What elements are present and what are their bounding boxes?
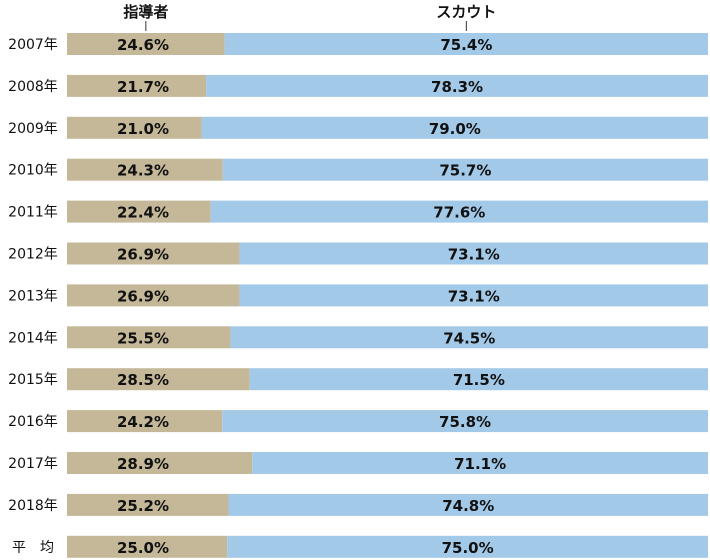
data-label-series-0: 25.2% bbox=[117, 497, 169, 515]
data-label-series-1: 74.8% bbox=[442, 497, 494, 515]
data-label-series-0: 25.5% bbox=[117, 329, 169, 347]
bar-segment-series-0 bbox=[67, 284, 240, 307]
legend-label-series-0: 指導者 bbox=[123, 3, 168, 21]
bar-segment-series-0 bbox=[67, 200, 211, 223]
data-label-series-1: 71.5% bbox=[453, 371, 505, 389]
data-label-series-1: 73.1% bbox=[448, 287, 500, 305]
category-label: 2015年 bbox=[8, 372, 58, 388]
category-label: 2008年 bbox=[8, 79, 58, 95]
data-label-series-0: 24.6% bbox=[117, 36, 169, 54]
category-label: 平 均 bbox=[12, 540, 54, 556]
bar-segment-series-0 bbox=[67, 326, 231, 349]
data-label-series-0: 24.3% bbox=[117, 162, 169, 180]
category-label: 2007年 bbox=[8, 37, 58, 53]
category-label: 2012年 bbox=[8, 247, 58, 263]
bar-segment-series-1 bbox=[206, 74, 709, 97]
data-label-series-1: 75.4% bbox=[440, 36, 492, 54]
category-label: 2017年 bbox=[8, 456, 58, 472]
bar-segment-series-0 bbox=[67, 368, 250, 391]
bar-segment-series-1 bbox=[210, 200, 709, 223]
bar-segment-series-1 bbox=[230, 326, 708, 349]
bar-segment-series-0 bbox=[67, 74, 207, 97]
legend-label-series-1: スカウト bbox=[436, 3, 496, 21]
data-label-series-0: 26.9% bbox=[117, 246, 169, 264]
data-label-series-1: 77.6% bbox=[433, 204, 485, 222]
bar-segment-series-1 bbox=[227, 535, 708, 558]
bar-segment-series-0 bbox=[67, 452, 253, 474]
data-label-series-1: 79.0% bbox=[429, 120, 481, 138]
data-label-series-0: 21.7% bbox=[117, 78, 169, 96]
bar-segment-series-1 bbox=[239, 284, 708, 307]
data-label-series-1: 73.1% bbox=[448, 246, 500, 264]
data-label-series-0: 21.0% bbox=[117, 120, 169, 138]
bar-segment-series-1 bbox=[228, 493, 709, 516]
category-label: 2009年 bbox=[8, 121, 58, 137]
bar-segment-series-0 bbox=[67, 493, 229, 516]
data-label-series-1: 74.5% bbox=[443, 329, 495, 347]
data-label-series-0: 26.9% bbox=[117, 287, 169, 305]
bar-segment-series-1 bbox=[239, 242, 708, 265]
bar-segment-series-1 bbox=[224, 33, 708, 55]
bar-segment-series-0 bbox=[67, 116, 202, 139]
bar-segment-series-1 bbox=[201, 116, 709, 139]
data-label-series-0: 28.5% bbox=[117, 371, 169, 389]
category-label: 2018年 bbox=[8, 498, 58, 514]
category-label: 2011年 bbox=[8, 205, 58, 221]
data-label-series-1: 75.8% bbox=[439, 413, 491, 431]
data-label-series-1: 78.3% bbox=[431, 78, 483, 96]
bar-segment-series-0 bbox=[67, 535, 228, 558]
bar-segment-series-1 bbox=[249, 368, 708, 391]
bar-segment-series-0 bbox=[67, 158, 223, 181]
data-label-series-0: 22.4% bbox=[117, 204, 169, 222]
category-label: 2013年 bbox=[8, 288, 58, 304]
data-label-series-1: 71.1% bbox=[454, 455, 506, 473]
data-label-series-1: 75.0% bbox=[442, 539, 494, 557]
bar-segment-series-0 bbox=[67, 33, 225, 55]
data-label-series-1: 75.7% bbox=[439, 162, 491, 180]
data-label-series-0: 28.9% bbox=[117, 455, 169, 473]
data-label-series-0: 25.0% bbox=[117, 539, 169, 557]
bar-segment-series-1 bbox=[222, 158, 708, 181]
category-label: 2014年 bbox=[8, 330, 58, 346]
bar-segment-series-0 bbox=[67, 410, 223, 433]
category-label: 2016年 bbox=[8, 414, 58, 430]
bar-segment-series-1 bbox=[222, 410, 708, 433]
category-label: 2010年 bbox=[8, 163, 58, 179]
data-label-series-0: 24.2% bbox=[117, 413, 169, 431]
bar-segment-series-1 bbox=[252, 452, 708, 474]
bar-segment-series-0 bbox=[67, 242, 240, 265]
